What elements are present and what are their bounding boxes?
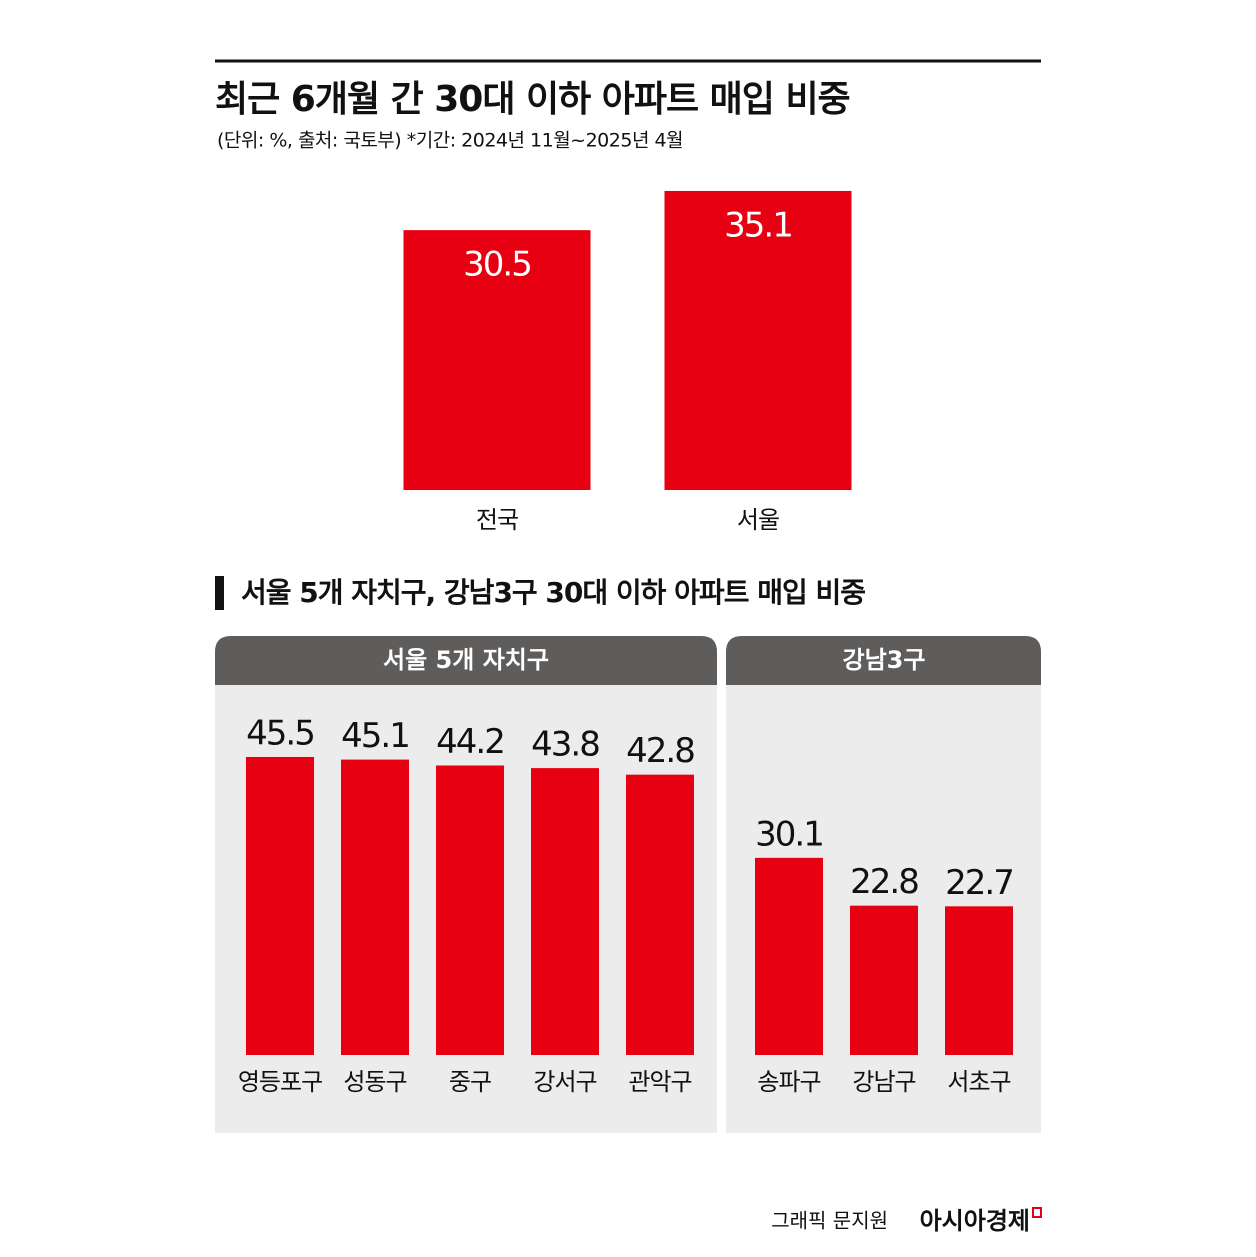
x-tick-label: 서울 (737, 506, 779, 534)
bar (246, 756, 314, 1055)
section-marker (215, 576, 224, 610)
bar (403, 230, 591, 490)
title: 최근 6개월 간 30대 이하 아파트 매입 비중 (215, 79, 850, 120)
value-label: 42.8 (626, 731, 694, 771)
x-tick-label: 성동구 (343, 1068, 406, 1096)
bar (626, 774, 694, 1055)
bar (755, 857, 823, 1055)
subtitle: (단위: %, 출처: 국토부) *기간: 2024년 11월~2025년 4월 (217, 130, 683, 152)
value-label: 22.8 (850, 862, 918, 902)
value-label: 22.7 (945, 863, 1013, 903)
x-tick-label: 서초구 (947, 1068, 1010, 1096)
value-label: 45.5 (246, 713, 314, 753)
bar (664, 190, 852, 490)
section-title: 서울 5개 자치구, 강남3구 30대 이하 아파트 매입 비중 (241, 576, 865, 609)
value-label: 30.1 (755, 814, 823, 854)
panel-header (215, 636, 717, 685)
bar (850, 905, 918, 1055)
panel-title: 서울 5개 자치구 (383, 646, 549, 674)
x-tick-label: 관악구 (628, 1068, 691, 1096)
x-tick-label: 송파구 (757, 1068, 820, 1096)
value-label: 43.8 (531, 725, 599, 765)
bar (341, 759, 409, 1055)
brand: 아시아경제 (920, 1207, 1030, 1235)
panel-header (726, 636, 1041, 685)
value-label: 45.1 (341, 716, 409, 756)
brand-mark (1032, 1207, 1042, 1218)
credit: 그래픽 문지원 (771, 1209, 888, 1233)
x-tick-label: 영등포구 (238, 1068, 322, 1096)
panel-title: 강남3구 (843, 646, 926, 674)
bar (945, 906, 1013, 1055)
x-tick-label: 중구 (449, 1068, 491, 1096)
bar (531, 768, 599, 1055)
value-label: 35.1 (724, 205, 792, 245)
value-label: 44.2 (436, 722, 504, 762)
x-tick-label: 강남구 (852, 1068, 915, 1096)
bar (436, 765, 504, 1055)
x-tick-label: 전국 (476, 506, 518, 534)
value-label: 30.5 (463, 245, 531, 285)
x-tick-label: 강서구 (533, 1068, 596, 1096)
